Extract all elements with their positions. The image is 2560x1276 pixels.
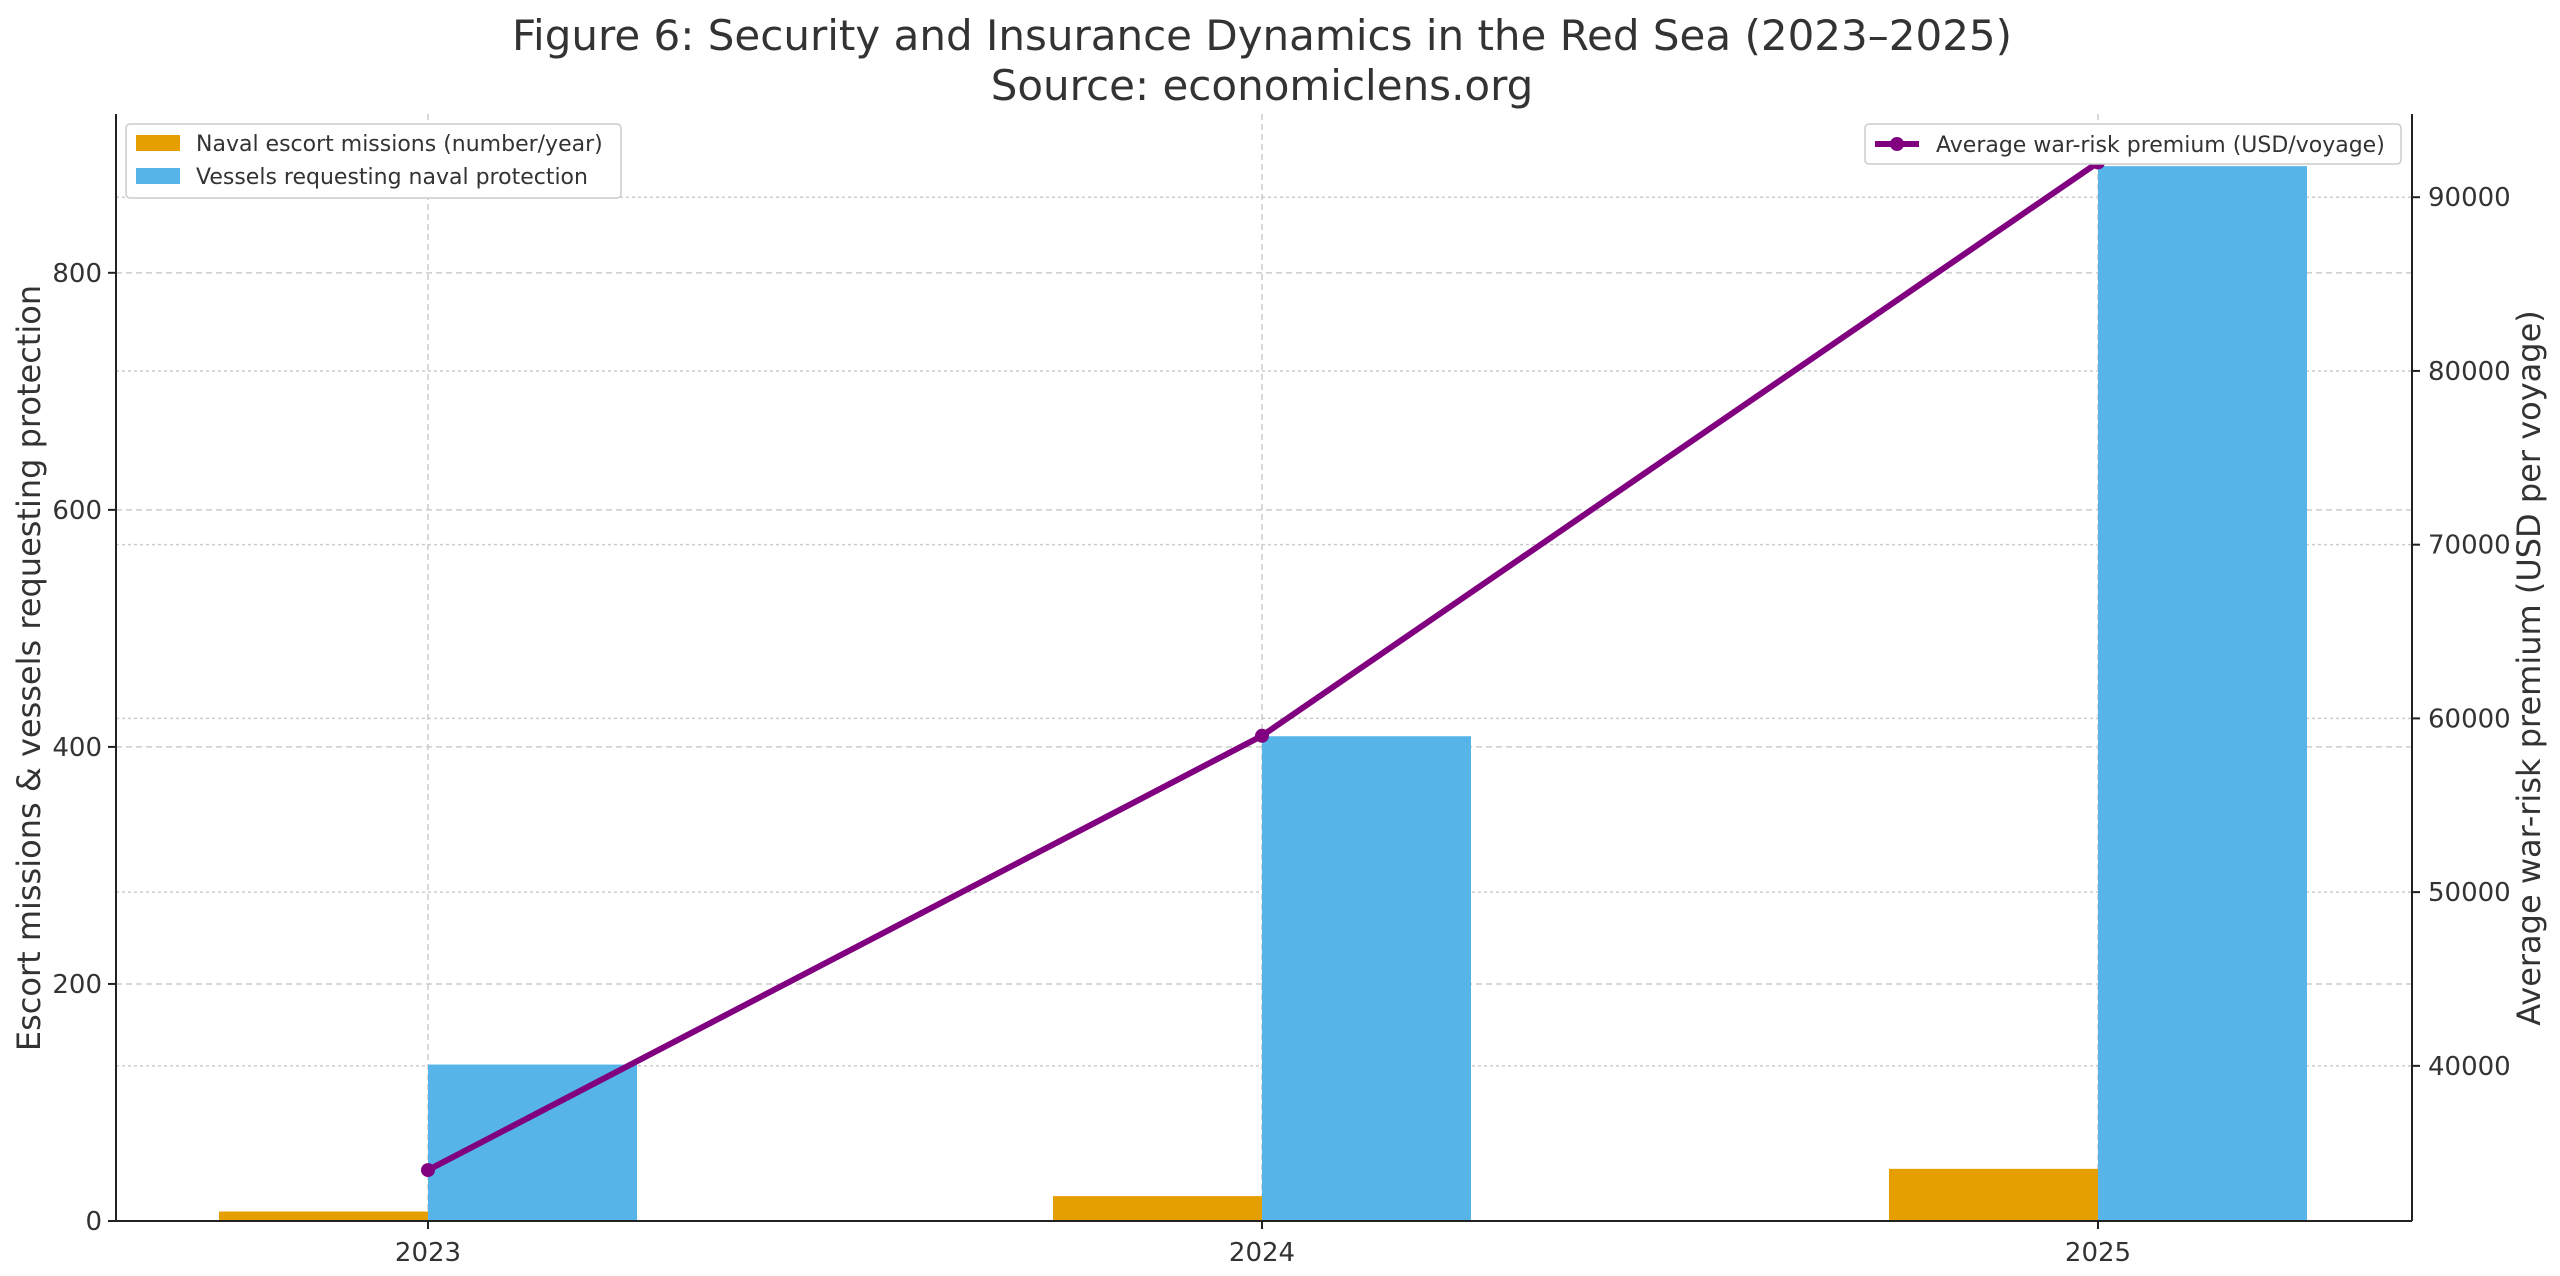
bar-naval-escort-2023 — [219, 1211, 428, 1221]
y-tick-label-right: 90000 — [2428, 183, 2511, 213]
legend-frame — [1864, 123, 2402, 165]
legend-label-naval: Naval escort missions (number/year) — [196, 132, 603, 157]
legend-right: Average war-risk premium (USD/voyage) — [1864, 123, 2402, 165]
y-tick-label-right: 70000 — [2428, 531, 2511, 561]
bar-naval-escort-2024 — [1053, 1196, 1262, 1221]
y-tick-label-left: 800 — [52, 259, 102, 289]
legend-left: Naval escort missions (number/year) Vesse… — [125, 123, 622, 199]
x-tick-label: 2024 — [1229, 1238, 1295, 1268]
legend-frame — [125, 123, 622, 199]
y-axis-left-label: Escort missions & vessels requesting pro… — [10, 285, 48, 1051]
y-tick-label-right: 80000 — [2428, 357, 2511, 387]
y-axis-right-label: Average war-risk premium (USD per voyage… — [2510, 310, 2548, 1025]
y-tick-label-left: 0 — [85, 1207, 102, 1237]
premium-point-2024 — [1255, 728, 1269, 743]
legend-label-vessels: Vessels requesting naval protection — [196, 165, 588, 190]
y-tick-label-right: 50000 — [2428, 878, 2511, 908]
chart-subtitle: Source: economiclens.org — [991, 61, 1534, 110]
y-tick-label-right: 60000 — [2428, 704, 2511, 734]
y-tick-label-right: 40000 — [2428, 1052, 2511, 1082]
x-tick-label: 2025 — [2065, 1238, 2131, 1268]
legend-swatch-naval — [136, 135, 180, 151]
y-tick-label-left: 200 — [52, 970, 102, 1000]
axes: 0 200 400 600 800 40000 50000 60000 70000 80000 90… — [52, 114, 2511, 1268]
x-tick-label: 2023 — [395, 1238, 461, 1268]
chart-title: Figure 6: Security and Insurance Dynamic… — [512, 11, 2012, 60]
bar-vessels-requesting-2023 — [428, 1064, 637, 1221]
premium-point-2023 — [421, 1163, 435, 1178]
bar-naval-escort-2025 — [1889, 1168, 2098, 1221]
legend-marker-premium — [1890, 137, 1904, 151]
legend-swatch-vessels — [136, 168, 180, 184]
y-tick-label-left: 600 — [52, 496, 102, 526]
y-tick-label-left: 400 — [52, 733, 102, 763]
bar-vessels-requesting-2025 — [2098, 166, 2307, 1221]
bar-vessels-requesting-2024 — [1262, 736, 1471, 1221]
legend-label-premium: Average war-risk premium (USD/voyage) — [1936, 133, 2385, 158]
bars — [219, 166, 2307, 1221]
